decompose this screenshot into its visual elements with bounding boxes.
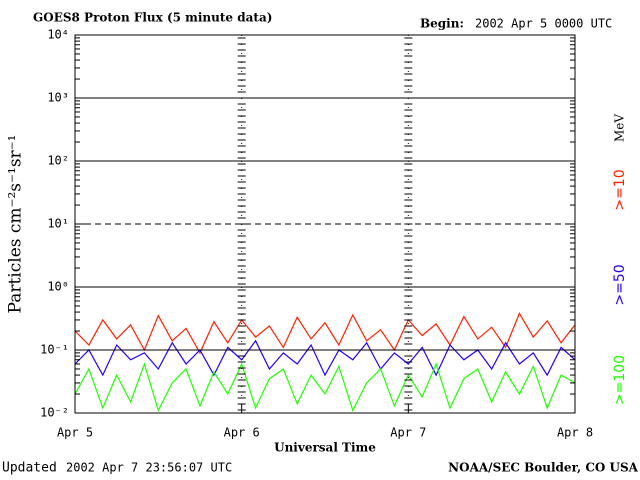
legend-label: >=100 — [612, 355, 628, 405]
plot-frame — [74, 34, 576, 414]
legend-unit: MeV — [613, 114, 627, 142]
updated-label: Updated — [2, 461, 57, 476]
y-tick-label: 10⁻² — [40, 406, 69, 420]
series-line — [74, 362, 576, 413]
y-tick-label: 10¹ — [47, 217, 69, 231]
series-line — [74, 339, 576, 377]
x-tick-label: Apr 7 — [390, 426, 426, 440]
y-axis-label: Particles cm⁻²s⁻¹sr⁻¹ — [6, 135, 26, 314]
y-tick-label: 10² — [47, 154, 69, 168]
y-tick-label: 10⁻¹ — [40, 343, 69, 357]
y-tick-label: 10⁰ — [47, 280, 69, 294]
x-axis-label: Universal Time — [274, 441, 376, 455]
x-tick-label: Apr 6 — [224, 426, 260, 440]
y-tick-label: 10⁴ — [47, 28, 69, 42]
y-tick-label: 10³ — [47, 91, 69, 105]
chart-title: GOES8 Proton Flux (5 minute data) — [33, 11, 272, 25]
series-line — [74, 312, 576, 355]
begin-label: Begin: — [420, 17, 464, 31]
begin-value: 2002 Apr 5 0000 UTC — [475, 17, 612, 31]
updated-value: 2002 Apr 7 23:56:07 UTC — [66, 461, 232, 475]
legend-label: >=10 — [612, 169, 628, 210]
credit: NOAA/SEC Boulder, CO USA — [448, 461, 639, 475]
legend-label: >=50 — [612, 264, 628, 305]
x-tick-label: Apr 5 — [57, 426, 93, 440]
x-tick-label: Apr 8 — [557, 426, 593, 440]
